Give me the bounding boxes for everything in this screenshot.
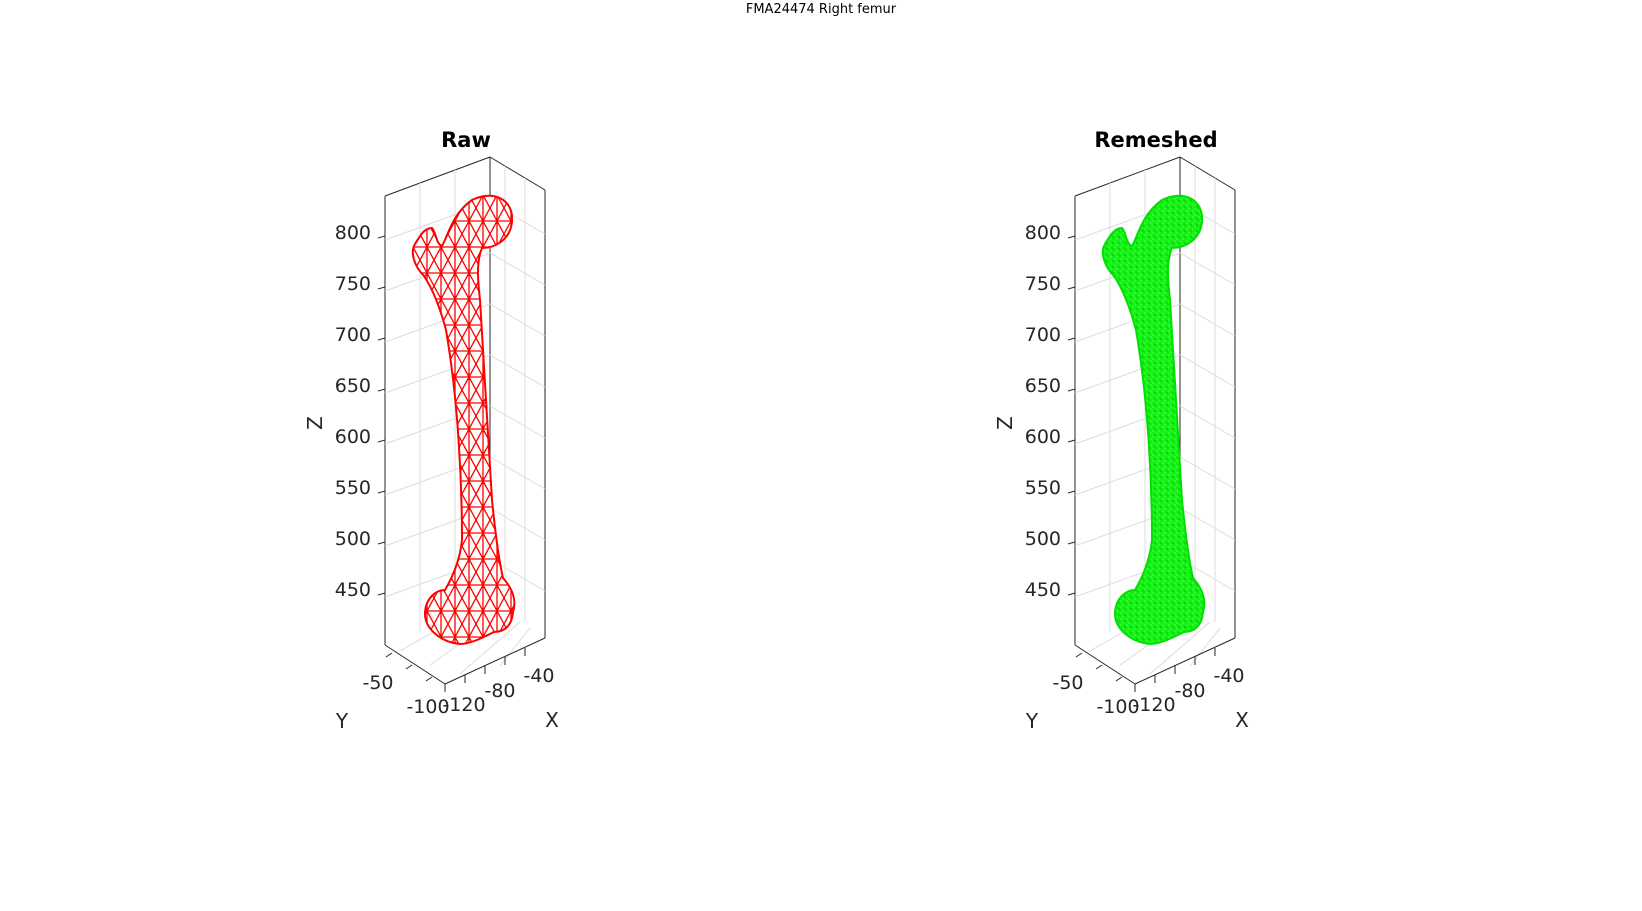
z-tick-label: 550 bbox=[335, 477, 371, 499]
z-grid-line bbox=[1179, 456, 1236, 490]
z-tick-label: 650 bbox=[335, 375, 371, 397]
y-tick-label: -100 bbox=[1096, 696, 1139, 718]
femur-mesh bbox=[411, 194, 516, 646]
z-grid-line bbox=[1179, 405, 1236, 439]
y-axis-label: Y bbox=[335, 709, 349, 733]
z-tick-label: 700 bbox=[335, 324, 371, 346]
axis-box-edge bbox=[489, 156, 546, 191]
z-tick-mark bbox=[1067, 235, 1076, 239]
axis-box-edge bbox=[444, 637, 546, 685]
z-tick-label: 500 bbox=[335, 528, 371, 550]
z-grid-line bbox=[489, 252, 546, 286]
axis-box-edge bbox=[1179, 156, 1236, 191]
z-grid-line bbox=[489, 507, 546, 541]
z-tick-mark bbox=[1067, 490, 1076, 494]
z-axis-label: Z bbox=[993, 416, 1017, 430]
z-tick-mark bbox=[377, 235, 386, 239]
z-grid-line bbox=[1179, 303, 1236, 337]
panel-title: Remeshed bbox=[1094, 128, 1217, 152]
x-axis-label: X bbox=[545, 708, 559, 732]
axis-box-edge bbox=[1074, 644, 1136, 685]
z-tick-mark bbox=[377, 388, 386, 392]
z-grid-line bbox=[489, 354, 546, 388]
y-tick-mark bbox=[1075, 652, 1083, 658]
z-tick-label: 450 bbox=[335, 579, 371, 601]
panel-remeshed: Remeshed 450 500 550 600 650 700 750 800 Z -100 -50… bbox=[993, 128, 1249, 733]
z-tick-mark bbox=[1067, 286, 1076, 290]
panel-raw: Raw 450 500 550 600 650 700 750 800 Z -100 -50 Y -120… bbox=[303, 128, 559, 733]
x-tick-label: -80 bbox=[1174, 680, 1205, 702]
z-tick-mark bbox=[1067, 337, 1076, 341]
z-tick-label: 750 bbox=[335, 273, 371, 295]
z-tick-mark bbox=[1067, 541, 1076, 545]
z-tick-label: 650 bbox=[1025, 375, 1061, 397]
z-tick-label: 800 bbox=[335, 222, 371, 244]
z-tick-mark bbox=[1067, 592, 1076, 596]
z-tick-label: 550 bbox=[1025, 477, 1061, 499]
axis-box-edge bbox=[384, 156, 491, 197]
axis-box-edge bbox=[1134, 637, 1236, 685]
z-tick-label: 700 bbox=[1025, 324, 1061, 346]
femur-mesh bbox=[1101, 194, 1206, 646]
y-tick-label: -100 bbox=[406, 696, 449, 718]
z-grid-line bbox=[1179, 354, 1236, 388]
z-tick-mark bbox=[377, 286, 386, 290]
y-tick-mark bbox=[1095, 664, 1103, 670]
z-tick-mark bbox=[377, 337, 386, 341]
y-axis-label: Y bbox=[1025, 709, 1039, 733]
y-tick-mark bbox=[1115, 676, 1123, 682]
z-tick-mark bbox=[1067, 439, 1076, 443]
z-grid-line bbox=[1179, 252, 1236, 286]
y-tick-mark bbox=[385, 652, 393, 658]
y-tick-label: -50 bbox=[1052, 672, 1083, 694]
x-tick-label: -120 bbox=[442, 694, 485, 716]
z-tick-label: 750 bbox=[1025, 273, 1061, 295]
floor-grid-line bbox=[459, 621, 521, 675]
figure-title: FMA24474 Right femur bbox=[746, 2, 897, 17]
z-tick-label: 600 bbox=[335, 426, 371, 448]
z-tick-label: 500 bbox=[1025, 528, 1061, 550]
z-tick-label: 800 bbox=[1025, 222, 1061, 244]
y-tick-mark bbox=[405, 664, 413, 670]
z-grid-line bbox=[1179, 507, 1236, 541]
z-grid-line bbox=[489, 303, 546, 337]
z-tick-mark bbox=[377, 490, 386, 494]
axis-box-edge bbox=[1074, 156, 1181, 197]
x-tick-label: -40 bbox=[523, 665, 554, 687]
z-tick-mark bbox=[1067, 388, 1076, 392]
z-tick-mark bbox=[377, 592, 386, 596]
x-tick-label: -80 bbox=[484, 680, 515, 702]
y-tick-label: -50 bbox=[362, 672, 393, 694]
x-tick-label: -40 bbox=[1213, 665, 1244, 687]
z-tick-mark bbox=[377, 541, 386, 545]
floor-grid-line bbox=[1149, 621, 1211, 675]
axis-box-edge bbox=[384, 644, 446, 685]
z-grid-line bbox=[489, 405, 546, 439]
panel-title: Raw bbox=[441, 128, 491, 152]
z-tick-label: 600 bbox=[1025, 426, 1061, 448]
z-tick-label: 450 bbox=[1025, 579, 1061, 601]
z-grid-line bbox=[489, 456, 546, 490]
x-tick-label: -120 bbox=[1132, 694, 1175, 716]
z-tick-mark bbox=[377, 439, 386, 443]
z-axis-label: Z bbox=[303, 416, 327, 430]
x-axis-label: X bbox=[1235, 708, 1249, 732]
y-tick-mark bbox=[425, 676, 433, 682]
